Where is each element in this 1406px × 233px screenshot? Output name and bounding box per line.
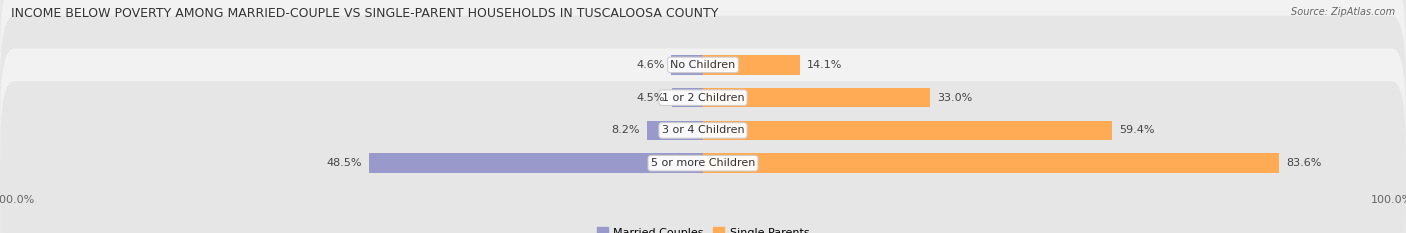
FancyBboxPatch shape	[0, 48, 1406, 212]
Text: 3 or 4 Children: 3 or 4 Children	[662, 125, 744, 135]
Bar	[671, 55, 703, 75]
Text: 4.5%: 4.5%	[637, 93, 665, 103]
Legend: Married Couples, Single Parents: Married Couples, Single Parents	[592, 223, 814, 233]
FancyBboxPatch shape	[0, 16, 1406, 180]
Text: 59.4%: 59.4%	[1119, 125, 1154, 135]
Text: 83.6%: 83.6%	[1286, 158, 1322, 168]
Text: 5 or more Children: 5 or more Children	[651, 158, 755, 168]
Bar	[672, 88, 703, 107]
Text: INCOME BELOW POVERTY AMONG MARRIED-COUPLE VS SINGLE-PARENT HOUSEHOLDS IN TUSCALO: INCOME BELOW POVERTY AMONG MARRIED-COUPL…	[11, 7, 718, 20]
Text: 14.1%: 14.1%	[807, 60, 842, 70]
FancyBboxPatch shape	[0, 0, 1406, 147]
Bar	[703, 55, 800, 75]
Bar	[703, 153, 1279, 173]
FancyBboxPatch shape	[0, 81, 1406, 233]
Text: 1 or 2 Children: 1 or 2 Children	[662, 93, 744, 103]
Text: No Children: No Children	[671, 60, 735, 70]
Text: 8.2%: 8.2%	[612, 125, 640, 135]
Bar	[647, 121, 703, 140]
Text: 4.6%: 4.6%	[636, 60, 665, 70]
Bar	[703, 121, 1112, 140]
Text: 33.0%: 33.0%	[938, 93, 973, 103]
Bar	[703, 88, 931, 107]
Text: Source: ZipAtlas.com: Source: ZipAtlas.com	[1291, 7, 1395, 17]
Text: 48.5%: 48.5%	[326, 158, 361, 168]
Bar	[368, 153, 703, 173]
